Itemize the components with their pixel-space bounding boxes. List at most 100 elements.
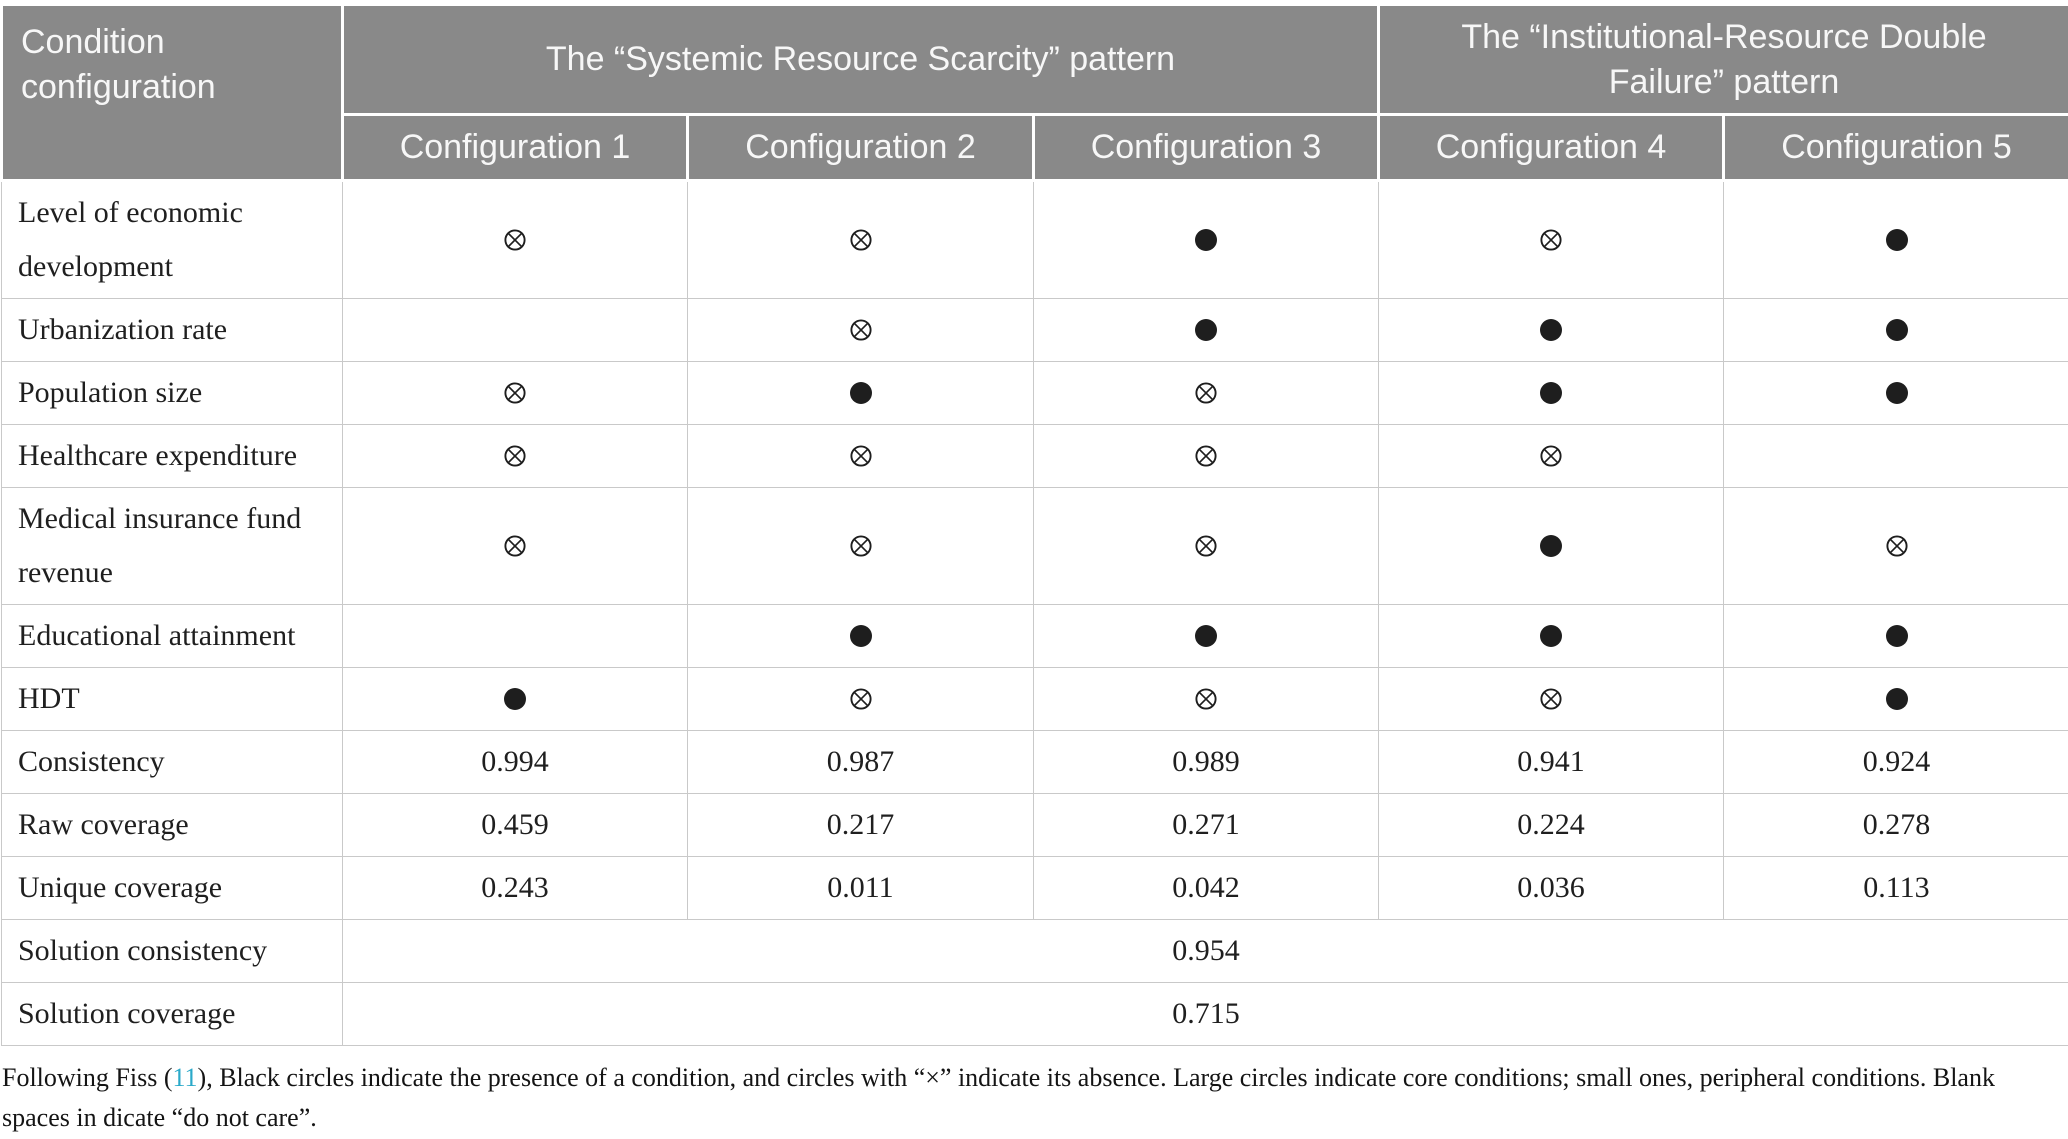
column-header-configuration-2: Configuration 2 [688, 115, 1034, 181]
condition-cell [343, 668, 688, 731]
footnote-text-prefix: Following Fiss ( [2, 1063, 173, 1092]
value-cell: 0.278 [1724, 794, 2068, 857]
absence-icon [1195, 688, 1217, 710]
column-header-configuration-5: Configuration 5 [1724, 115, 2068, 181]
absence-icon [1540, 688, 1562, 710]
presence-icon [1194, 228, 1218, 252]
presence-icon [1885, 381, 1909, 405]
condition-cell [688, 362, 1034, 425]
condition-cell [1724, 425, 2068, 488]
condition-cell [1379, 181, 1724, 299]
value-cell: 0.987 [688, 731, 1034, 794]
row-label: Consistency [2, 731, 343, 794]
column-header-configuration-4: Configuration 4 [1379, 115, 1724, 181]
citation-link[interactable]: 11 [173, 1063, 198, 1092]
configuration-table: Condition configuration The “Systemic Re… [0, 3, 2068, 1046]
absence-icon [1540, 445, 1562, 467]
presence-icon [1539, 624, 1563, 648]
solution-value-cell: 0.715 [343, 983, 2068, 1046]
row-label: Population size [2, 362, 343, 425]
condition-cell [1724, 299, 2068, 362]
value-cell: 0.994 [343, 731, 688, 794]
condition-cell [688, 605, 1034, 668]
presence-icon [1539, 318, 1563, 342]
value-cell: 0.217 [688, 794, 1034, 857]
absence-icon [850, 535, 872, 557]
condition-cell [1379, 425, 1724, 488]
solution-value-cell: 0.954 [343, 920, 2068, 983]
condition-cell [1379, 488, 1724, 605]
table-row: Population size [2, 362, 2068, 425]
pattern-group-systemic-resource-scarcity: The “Systemic Resource Scarcity” pattern [343, 5, 1379, 115]
condition-cell [1034, 362, 1379, 425]
row-label: Urbanization rate [2, 299, 343, 362]
row-label: Solution consistency [2, 920, 343, 983]
condition-cell [1034, 668, 1379, 731]
row-label: Healthcare expenditure [2, 425, 343, 488]
condition-cell [1724, 668, 2068, 731]
row-label: Solution coverage [2, 983, 343, 1046]
condition-cell [1034, 181, 1379, 299]
footnote-text-suffix: ), Black circles indicate the presence o… [2, 1063, 1995, 1132]
condition-cell [688, 181, 1034, 299]
condition-cell [688, 299, 1034, 362]
presence-icon [503, 687, 527, 711]
condition-cell [688, 488, 1034, 605]
condition-cell [1034, 605, 1379, 668]
absence-icon [850, 229, 872, 251]
value-cell: 0.989 [1034, 731, 1379, 794]
row-label: Medical insurance fund revenue [2, 488, 343, 605]
value-cell: 0.011 [688, 857, 1034, 920]
condition-cell [343, 488, 688, 605]
value-cell: 0.459 [343, 794, 688, 857]
pattern-group-institutional-resource-double-failure: The “Institutional-Resource Double Failu… [1379, 5, 2068, 115]
presence-icon [849, 624, 873, 648]
absence-icon [1886, 535, 1908, 557]
condition-configuration-header: Condition configuration [2, 5, 343, 181]
presence-icon [1885, 624, 1909, 648]
condition-cell [1724, 181, 2068, 299]
condition-cell [343, 362, 688, 425]
table-row: Level of economic development [2, 181, 2068, 299]
presence-icon [1885, 687, 1909, 711]
row-label: Raw coverage [2, 794, 343, 857]
value-cell: 0.036 [1379, 857, 1724, 920]
condition-cell [1724, 362, 2068, 425]
condition-cell [1379, 362, 1724, 425]
condition-cell [1724, 488, 2068, 605]
absence-icon [1195, 382, 1217, 404]
presence-icon [1194, 318, 1218, 342]
presence-icon [1539, 381, 1563, 405]
table-row: Urbanization rate [2, 299, 2068, 362]
absence-icon [1195, 445, 1217, 467]
presence-icon [1885, 318, 1909, 342]
row-label: Level of economic development [2, 181, 343, 299]
row-label: Educational attainment [2, 605, 343, 668]
condition-cell [1034, 425, 1379, 488]
row-label: HDT [2, 668, 343, 731]
condition-cell [1724, 605, 2068, 668]
condition-cell [1034, 488, 1379, 605]
pattern-header-row: Condition configuration The “Systemic Re… [2, 5, 2068, 115]
absence-icon [1540, 229, 1562, 251]
absence-icon [504, 535, 526, 557]
column-header-configuration-1: Configuration 1 [343, 115, 688, 181]
presence-icon [1885, 228, 1909, 252]
value-cell: 0.271 [1034, 794, 1379, 857]
presence-icon [849, 381, 873, 405]
condition-cell [688, 425, 1034, 488]
value-cell: 0.924 [1724, 731, 2068, 794]
condition-cell [343, 425, 688, 488]
absence-icon [1195, 535, 1217, 557]
table-row: HDT [2, 668, 2068, 731]
table-row: Medical insurance fund revenue [2, 488, 2068, 605]
absence-icon [850, 688, 872, 710]
presence-icon [1539, 534, 1563, 558]
value-cell: 0.224 [1379, 794, 1724, 857]
absence-icon [850, 319, 872, 341]
condition-cell [343, 181, 688, 299]
absence-icon [850, 445, 872, 467]
